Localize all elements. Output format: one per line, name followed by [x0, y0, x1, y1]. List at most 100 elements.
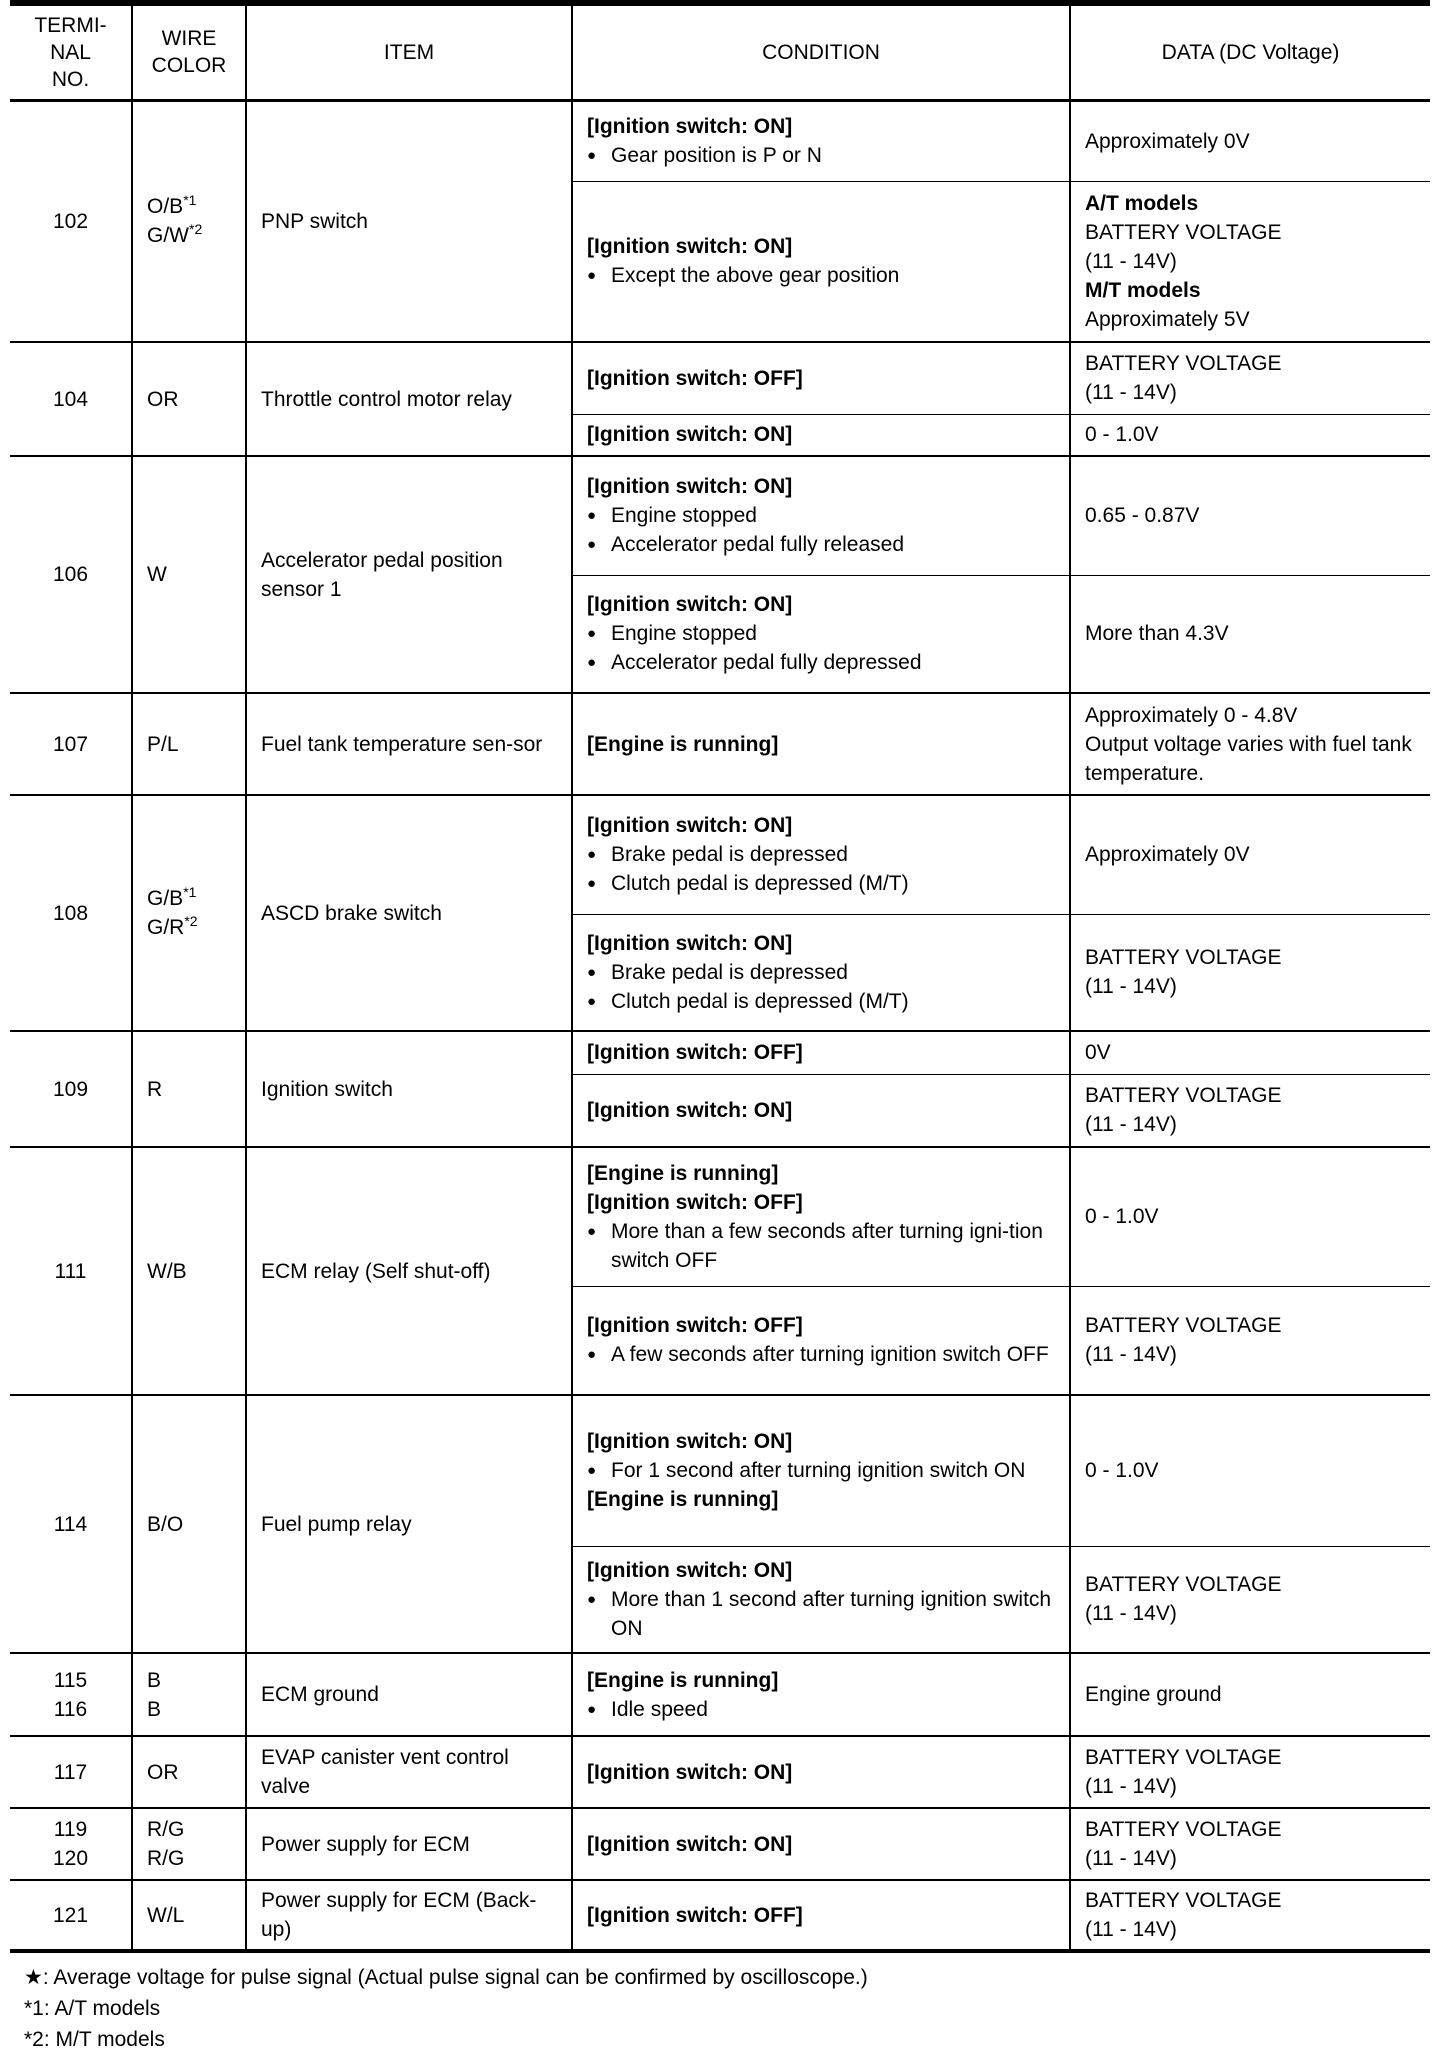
data-line: A/T models: [1085, 191, 1199, 215]
table-row: [Ignition switch: OFF]A few seconds afte…: [10, 1285, 1430, 1395]
wire-color: G/W*2: [147, 221, 203, 248]
data-cell: 0.65 - 0.87V: [1069, 455, 1430, 575]
condition-cell: [Engine is running]: [571, 692, 1071, 795]
data-cell: Approximately 0 - 4.8V Output voltage va…: [1069, 692, 1430, 795]
data-cell: BATTERY VOLTAGE (11 - 14V): [1069, 1073, 1430, 1147]
condition-cell: [Ignition switch: ON]For 1 second after …: [571, 1394, 1071, 1546]
header-wire-color: WIRE COLOR: [131, 3, 247, 102]
condition-line: [Ignition switch: ON]: [587, 1558, 793, 1582]
condition-line: More than a few seconds after turning ig…: [587, 1217, 1055, 1275]
table-row: 106 W Accelerator pedal position sensor 1[…: [10, 455, 1430, 693]
data-cell: BATTERY VOLTAGE (11 - 14V): [1069, 1285, 1430, 1395]
data-line: Engine ground: [1085, 1683, 1222, 1706]
condition-cell: [Ignition switch: ON]: [571, 1807, 1071, 1880]
data-line: (11 - 14V): [1085, 1113, 1177, 1137]
data-cell: 0V: [1069, 1030, 1430, 1074]
condition-line: More than 1 second after turning ignitio…: [587, 1585, 1055, 1643]
condition-line: [Ignition switch: ON]: [587, 1430, 793, 1454]
condition-cell: [Engine is running] [Ignition switch: OFF…: [571, 1146, 1071, 1286]
table-row: 119 120 R/G R/G Power supply for ECM [Ignitio…: [10, 1807, 1430, 1880]
data-line: BATTERY VOLTAGE: [1085, 1084, 1282, 1108]
wire-color-cell: OR: [131, 341, 247, 456]
condition-line: [Engine is running]: [587, 1488, 779, 1512]
data-line: (11 - 14V): [1085, 975, 1177, 999]
condition-line: Clutch pedal is depressed (M/T): [587, 987, 1055, 1016]
data-cell: Approximately 0V: [1069, 99, 1430, 181]
data-line: 0.65 - 0.87V: [1085, 504, 1200, 528]
data-cell: BATTERY VOLTAGE (11 - 14V): [1069, 1879, 1430, 1951]
condition-cell: [Ignition switch: ON]Engine stoppedAccel…: [571, 455, 1071, 575]
data-line: 0V: [1085, 1041, 1111, 1065]
condition-cell: [Ignition switch: OFF]: [571, 1030, 1071, 1074]
condition-cell: [Ignition switch: ON]Engine stoppedAccel…: [572, 574, 1071, 693]
data-cell: BATTERY VOLTAGE (11 - 14V): [1069, 1735, 1430, 1808]
terminal-no-cell: 119 120: [10, 1807, 133, 1880]
wire-color-cell: R: [131, 1030, 247, 1147]
footnote-2: *2: M/T models: [24, 2028, 165, 2051]
data-line: Approximately 0V: [1085, 129, 1250, 153]
condition-cell: [Ignition switch: ON]Except the above ge…: [572, 180, 1071, 342]
data-line: BATTERY VOLTAGE: [1085, 1314, 1282, 1338]
terminal-no: 111: [54, 1259, 87, 1283]
condition-line: [Engine is running]: [587, 732, 779, 756]
wire-color: P/L: [147, 732, 179, 756]
wire-color: W/B: [147, 1259, 187, 1283]
table-row: [Ignition switch: ON] More than 1 second …: [10, 1545, 1430, 1653]
terminal-no-cell: 109: [10, 1030, 133, 1147]
item-cell: ECM relay (Self shut-off): [245, 1146, 573, 1395]
terminal-no-cell: 104: [10, 341, 133, 456]
data-line: BATTERY VOLTAGE: [1085, 1818, 1282, 1841]
wire-color-cell: W/B: [131, 1146, 247, 1395]
terminal-no: 114: [53, 1512, 88, 1536]
wire-footnote-ref: *1: [183, 192, 197, 209]
data-line: Approximately 0V: [1085, 843, 1250, 867]
terminal-no-cell: 114: [10, 1394, 133, 1653]
data-cell: Engine ground: [1069, 1652, 1430, 1736]
condition-line: [Ignition switch: OFF]: [587, 1314, 803, 1338]
data-line: (11 - 14V): [1085, 1775, 1177, 1798]
terminal-no: 115: [53, 1668, 88, 1692]
data-cell: 0 - 1.0V: [1069, 413, 1430, 456]
condition-line: [Ignition switch: ON]: [587, 1832, 793, 1856]
footnotes: ★: Average voltage for pulse signal (Act…: [24, 1962, 868, 2055]
condition-line: Clutch pedal is depressed (M/T): [587, 869, 1055, 898]
condition-line: [Ignition switch: OFF]: [587, 1903, 803, 1927]
data-line: BATTERY VOLTAGE: [1085, 220, 1282, 244]
wire-footnote-ref: *2: [184, 913, 198, 929]
terminal-no-cell: 102: [10, 99, 133, 342]
table-row: [Ignition switch: ON]Except the above ge…: [10, 180, 1430, 342]
data-line: 0 - 1.0V: [1085, 1205, 1159, 1229]
condition-line: Idle speed: [587, 1695, 1055, 1724]
condition-cell: [Ignition switch: ON]: [571, 1735, 1071, 1808]
data-line: BATTERY VOLTAGE: [1085, 1746, 1282, 1769]
wire-color: O/B*1: [147, 192, 197, 219]
terminal-no: 117: [53, 1760, 88, 1784]
table-row: [Ignition switch: ON] BATTERY VOLTAGE (11 …: [10, 1073, 1430, 1147]
condition-line: Brake pedal is depressed: [587, 840, 1055, 869]
table-row: 108 G/B*1 G/R*2 ASCD brake switch [Ignition …: [10, 794, 1430, 1031]
data-cell: A/T models BATTERY VOLTAGE (11 - 14V) M/T m…: [1069, 180, 1430, 342]
data-line: 0 - 1.0V: [1085, 423, 1159, 447]
wire-color: OR: [147, 387, 179, 411]
data-line: (11 - 14V): [1085, 1847, 1177, 1870]
wire-color: OR: [147, 1760, 179, 1784]
condition-line: Engine stopped: [587, 619, 1055, 648]
condition-line: [Ignition switch: ON]: [587, 1760, 793, 1784]
condition-line: Gear position is P or N: [587, 141, 1055, 170]
terminal-no-cell: 117: [10, 1735, 133, 1808]
data-line: BATTERY VOLTAGE: [1085, 1573, 1282, 1597]
terminal-no: 119: [53, 1818, 88, 1841]
wire-color: G/B*1: [147, 884, 197, 910]
condition-line: [Engine is running]: [587, 1161, 779, 1185]
header-data: DATA (DC Voltage): [1069, 3, 1430, 102]
condition-line: Engine stopped: [587, 501, 1055, 530]
table-row: 117 OR EVAP canister vent control valve [Ig…: [10, 1735, 1430, 1808]
terminal-no: 104: [52, 387, 89, 411]
data-cell: Approximately 0V: [1069, 794, 1430, 914]
header-item: ITEM: [245, 3, 573, 102]
terminal-no-cell: 121: [10, 1879, 133, 1951]
item-cell: Throttle control motor relay: [245, 341, 573, 456]
terminal-no-cell: 108: [10, 794, 133, 1031]
terminal-no: 109: [52, 1077, 89, 1101]
